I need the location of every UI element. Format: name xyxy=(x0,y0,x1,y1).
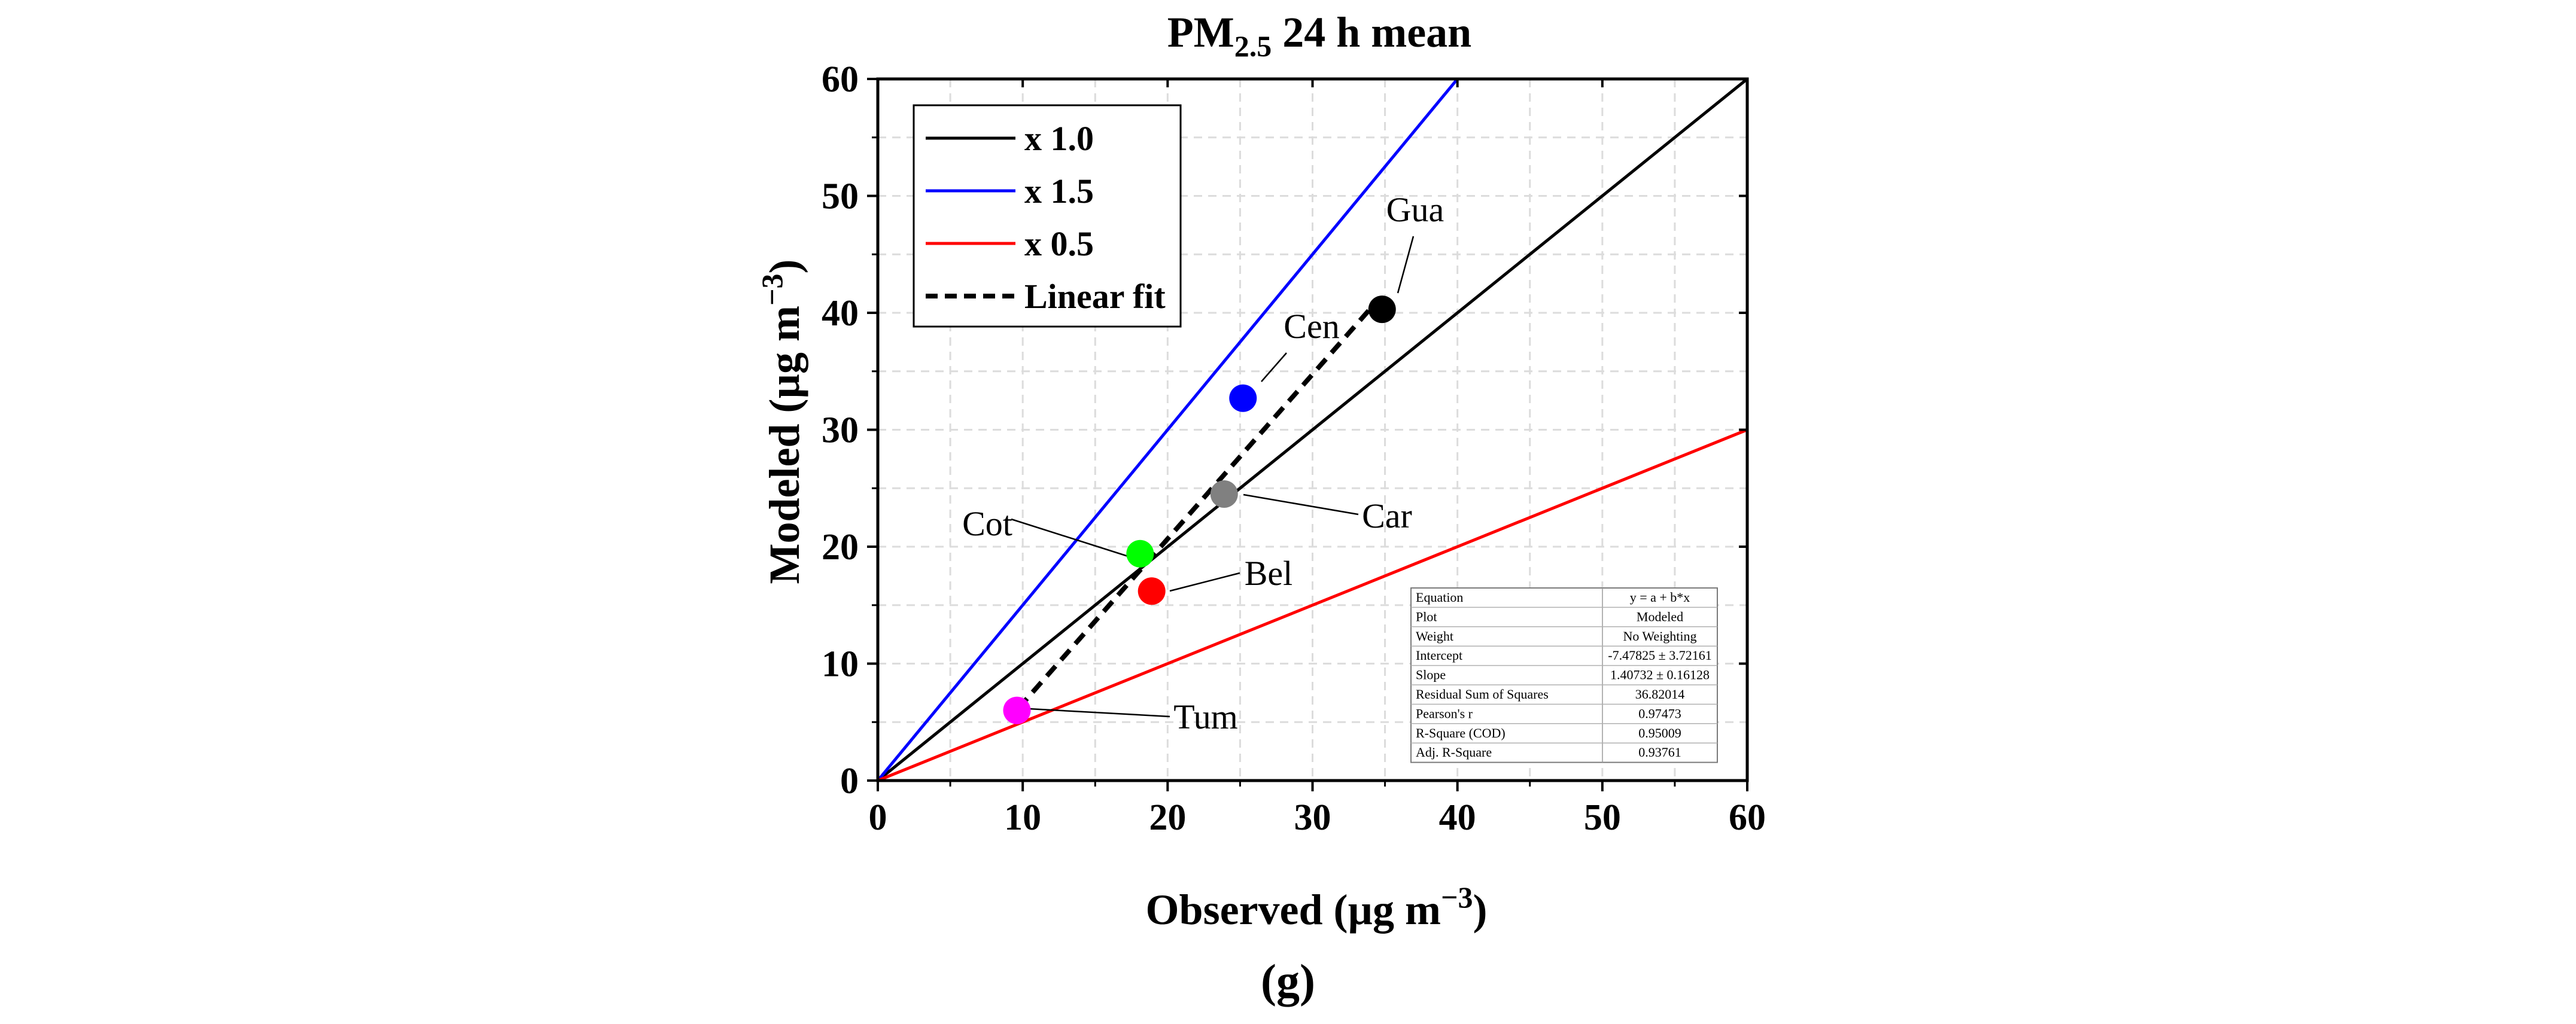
point-leader-tum xyxy=(1029,708,1170,718)
x-axis-label-sup: −3 xyxy=(1441,880,1473,914)
stats-table-value: 1.40732 ± 0.16128 xyxy=(1610,668,1710,682)
x-tick-label: 0 xyxy=(869,797,887,838)
stats-table-key: Equation xyxy=(1416,590,1463,605)
point-label-gua: Gua xyxy=(1386,190,1444,229)
axes: 0 10 20 30 40 50 60 0 10 20 30 40 50 60 xyxy=(822,59,1766,838)
point-gua xyxy=(1368,295,1396,324)
y-tick-label: 60 xyxy=(822,59,859,100)
stats-table-key: Intercept xyxy=(1416,648,1462,663)
chart-title-main: PM xyxy=(1167,8,1234,56)
stats-table-key: Plot xyxy=(1416,609,1437,624)
x-tick-label: 30 xyxy=(1294,797,1331,838)
linear-fit-line xyxy=(1016,298,1380,710)
y-tick-label: 40 xyxy=(822,293,859,334)
stats-table-key: Adj. R-Square xyxy=(1416,745,1492,760)
x-axis-label: Observed (µg m−3) xyxy=(1146,880,1488,934)
y-axis-label-text: Modeled (µg m xyxy=(761,306,808,584)
point-label-tum: Tum xyxy=(1173,697,1238,736)
y-tick-label: 50 xyxy=(822,176,859,217)
x-axis-label-close: ) xyxy=(1473,886,1487,934)
point-leader-bel xyxy=(1169,572,1240,592)
stats-table-key: Residual Sum of Squares xyxy=(1416,687,1549,702)
stats-table-value: 0.97473 xyxy=(1638,706,1681,721)
data-points: Gua Cen Car Cot Bel Tum xyxy=(962,190,1444,736)
y-axis-label-close: ) xyxy=(761,260,808,274)
legend: x 1.0 x 1.5 x 0.5 Linear fit xyxy=(913,104,1182,328)
x-tick-label: 10 xyxy=(1004,797,1041,838)
y-tick-label: 0 xyxy=(840,761,859,801)
point-bel xyxy=(1138,577,1166,605)
point-tum xyxy=(1003,696,1031,724)
point-leader-car xyxy=(1243,493,1359,516)
panel-label: (g) xyxy=(1261,955,1315,1007)
stats-table-value: 0.93761 xyxy=(1638,745,1681,760)
stats-table-key: Pearson's r xyxy=(1416,706,1473,721)
y-tick-label: 10 xyxy=(822,644,859,685)
stats-table-value: Modeled xyxy=(1637,609,1683,624)
point-leader-cen xyxy=(1261,352,1287,382)
stats-table-key: R-Square (COD) xyxy=(1416,726,1506,740)
y-tick-label: 20 xyxy=(822,527,859,568)
reference-line-x10 xyxy=(878,79,1747,781)
legend-box xyxy=(913,104,1182,328)
legend-label-x10: x 1.0 xyxy=(1024,119,1094,158)
point-leader-cot xyxy=(1011,518,1129,557)
stats-table-value: 36.82014 xyxy=(1635,687,1685,702)
stats-table-box xyxy=(1410,587,1718,763)
x-tick-label: 40 xyxy=(1439,797,1476,838)
y-axis-label: Modeled (µg m−3) xyxy=(755,260,808,584)
stats-table-key: Weight xyxy=(1416,629,1453,644)
stats-table-value: 0.95009 xyxy=(1638,726,1681,740)
point-label-car: Car xyxy=(1362,496,1412,535)
point-cen xyxy=(1229,384,1257,412)
reference-line-x15 xyxy=(878,79,1459,781)
x-tick-label: 60 xyxy=(1729,797,1766,838)
point-label-cen: Cen xyxy=(1284,307,1339,346)
chart-title-rest: 24 h mean xyxy=(1272,8,1471,56)
point-cot xyxy=(1126,540,1154,568)
y-tick-label: 30 xyxy=(822,410,859,451)
y-axis-label-sup: −3 xyxy=(755,274,789,306)
stats-table: Equation y = a + b*x Plot Modeled Weight No W… xyxy=(1410,587,1718,763)
point-car xyxy=(1210,480,1238,508)
x-tick-label: 50 xyxy=(1584,797,1621,838)
legend-label-linearfit: Linear fit xyxy=(1024,277,1166,316)
point-label-bel: Bel xyxy=(1245,554,1293,593)
point-leader-gua xyxy=(1397,236,1415,294)
x-axis-label-text: Observed (µg m xyxy=(1146,886,1441,934)
chart-title-sub: 2.5 xyxy=(1234,29,1272,63)
legend-label-x15: x 1.5 xyxy=(1024,172,1094,211)
x-tick-label: 20 xyxy=(1149,797,1186,838)
stats-table-value: y = a + b*x xyxy=(1630,590,1690,605)
point-label-cot: Cot xyxy=(962,504,1012,543)
stats-table-value: No Weighting xyxy=(1623,629,1696,644)
chart-title: PM2.5 24 h mean xyxy=(1167,8,1471,63)
legend-label-x05: x 0.5 xyxy=(1024,224,1094,263)
stats-table-key: Slope xyxy=(1416,668,1446,682)
stats-table-value: -7.47825 ± 3.72161 xyxy=(1608,648,1711,663)
